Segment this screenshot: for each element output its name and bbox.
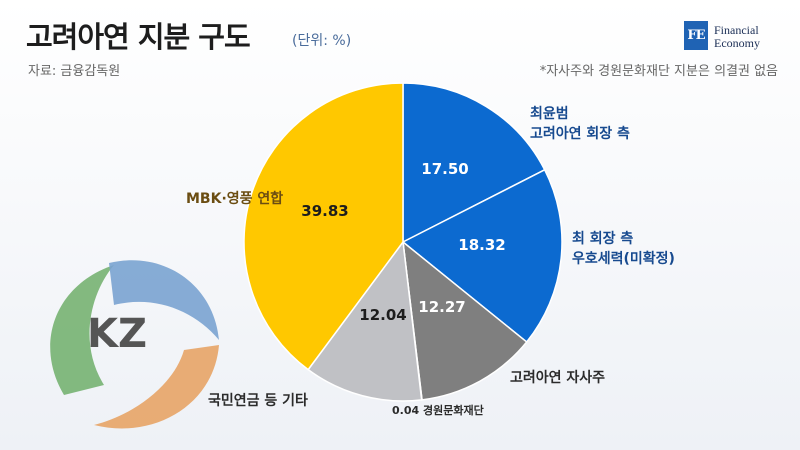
pie-slice (401, 168, 563, 344)
pie-slice (307, 240, 423, 402)
kz-logo-text: KZ (87, 311, 147, 357)
kz-logo-icon (50, 260, 219, 429)
slice-label: MBK·영풍 연합 (186, 190, 283, 207)
pie-slice (243, 82, 404, 371)
slice-label: 우호세력(미확정) (572, 250, 675, 267)
slice-label: 고려아연 자사주 (510, 369, 605, 386)
logo-line1: Financial (714, 23, 759, 37)
data-label: 39.83 (301, 202, 348, 220)
unit-label: (단위: %) (292, 33, 352, 49)
chart-title: 고려아연 지분 구도 (26, 20, 251, 54)
data-label: 18.32 (458, 236, 505, 254)
slice-label: 0.04 경원문화재단 (392, 403, 484, 417)
source-label: 자료: 금융감독원 (28, 64, 121, 79)
pie-slice (402, 82, 546, 244)
fe-logo-icon: FE (684, 21, 708, 50)
data-label: 12.27 (418, 298, 465, 316)
footnote: *자사주와 경원문화재단 지분은 의결권 없음 (539, 64, 778, 79)
slice-label: 최 회장 측 (572, 230, 633, 247)
financial-economy-logo: FE Financial Economy (684, 21, 782, 53)
logo-line2: Economy (714, 36, 760, 50)
slice-label: 최윤범 (530, 106, 569, 122)
pie-slice (402, 240, 528, 401)
data-label: 17.50 (421, 160, 468, 178)
slice-label: 국민연금 등 기타 (208, 392, 308, 409)
slice-label: 고려아연 회장 측 (530, 125, 630, 142)
data-label: 12.04 (359, 306, 406, 324)
